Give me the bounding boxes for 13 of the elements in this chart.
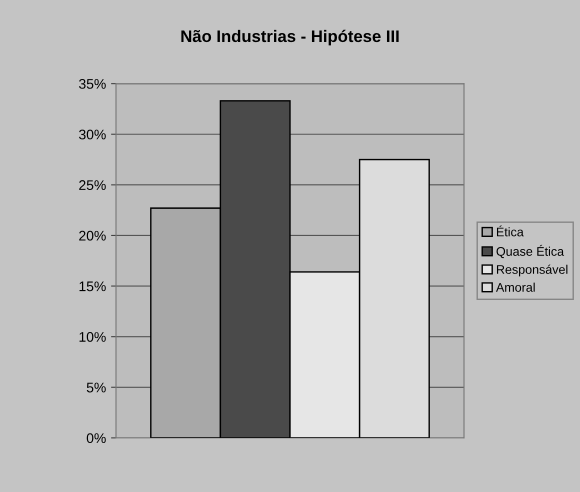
y-tick-label: 10% bbox=[80, 332, 106, 342]
y-tick-label: 0% bbox=[86, 433, 106, 444]
y-tick-label: 25% bbox=[79, 180, 106, 190]
legend-label: Quase Ética bbox=[496, 244, 564, 258]
chart-title: Não Industrias - Hipótese III bbox=[181, 30, 399, 46]
legend-label: Amoral bbox=[496, 282, 535, 292]
y-tick-label: 5% bbox=[86, 382, 106, 392]
legend-label: Ética bbox=[496, 225, 524, 236]
legend-label: Responsável bbox=[496, 264, 568, 276]
y-tick-label: 35% bbox=[79, 78, 106, 89]
y-tick-label: 20% bbox=[79, 230, 106, 241]
y-tick-label: 15% bbox=[80, 281, 106, 292]
y-tick-label: 30% bbox=[79, 130, 106, 140]
